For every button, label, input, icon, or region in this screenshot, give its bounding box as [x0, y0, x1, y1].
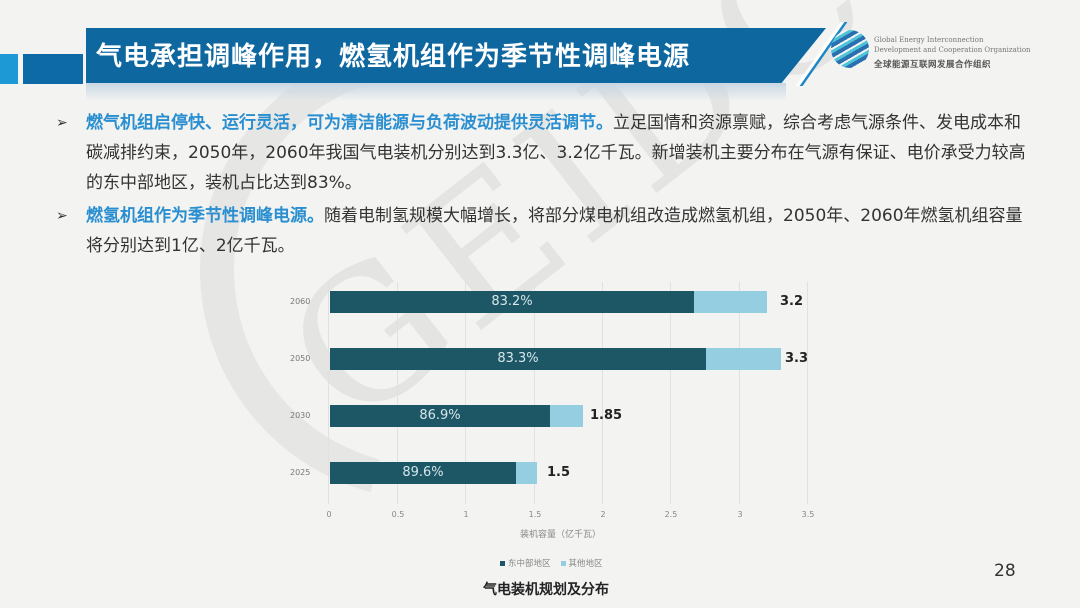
org-name-en-line2: Development and Cooperation Organization [874, 46, 1031, 54]
legend-label: 东中部地区 [508, 559, 551, 569]
bar-other [706, 348, 781, 370]
title-banner [86, 28, 826, 83]
bar-other [550, 405, 583, 427]
bullet-text: 立足国情和资源禀赋，综合考虑气源条件、发电成本和碳减排约束，2050年，2060… [86, 113, 1026, 193]
legend-item-other: 其他地区 [560, 557, 603, 569]
bar-total-label: 3.2 [780, 294, 804, 309]
page-title: 气电承担调峰作用，燃氢机组作为季节性调峰电源 [96, 42, 691, 72]
org-name-en: Global Energy Interconnection Developmen… [874, 35, 1031, 55]
bullet-item: ➢ 燃氢机组作为季节性调峰电源。随着电制氢规模大幅增长，将部分煤电机组改造成燃氢… [56, 201, 1036, 261]
arrow-bullet-icon: ➢ [56, 115, 68, 131]
bullet-list: ➢ 燃气机组启停快、运行灵活，可为清洁能源与负荷波动提供灵活调节。立足国情和资源… [56, 108, 1036, 264]
bar-east-central: 89.6% [330, 462, 516, 484]
legend-label: 其他地区 [568, 559, 603, 569]
org-name-cn: 全球能源互联网发展合作组织 [874, 60, 992, 70]
y-tick-label: 2060 [290, 297, 311, 306]
legend-swatch-icon [500, 561, 505, 566]
gridline [397, 282, 398, 504]
bullet-highlight: 燃氢机组作为季节性调峰电源。 [86, 206, 324, 226]
x-tick-label: 1 [463, 510, 469, 519]
gridline [807, 282, 808, 504]
bar-other [694, 291, 767, 313]
x-tick-label: 3.5 [801, 510, 815, 519]
x-tick-label: 1.5 [528, 510, 542, 519]
bullet-text: 随着电制氢规模大幅增长，将部分煤电机组改造成燃氢机组，2050年、2060年燃氢… [86, 206, 1023, 256]
bullet-highlight: 燃气机组启停快、运行灵活，可为清洁能源与负荷波动提供灵活调节。 [86, 113, 613, 133]
x-axis-label: 装机容量（亿千瓦） [520, 530, 602, 540]
bar-total-label: 3.3 [785, 351, 809, 366]
bar-other [516, 462, 537, 484]
title-banner-shadow [86, 83, 786, 101]
x-tick-label: 0 [326, 510, 332, 519]
gridline [534, 282, 535, 504]
x-tick-label: 2 [600, 510, 606, 519]
x-tick-label: 3 [737, 510, 743, 519]
y-tick-label: 2025 [290, 468, 311, 477]
bar-east-central: 83.3% [330, 348, 706, 370]
org-name-en-line1: Global Energy Interconnection [874, 36, 984, 44]
gridline [465, 282, 466, 504]
bar-total-label: 1.5 [547, 465, 571, 480]
gridline [602, 282, 603, 504]
bullet-item: ➢ 燃气机组启停快、运行灵活，可为清洁能源与负荷波动提供灵活调节。立足国情和资源… [56, 108, 1036, 198]
chart-caption: 气电装机规划及分布 [483, 582, 609, 598]
chart-legend: 东中部地区 其他地区 [500, 557, 603, 569]
globe-logo-icon [831, 30, 869, 68]
bar-east-central: 83.2% [330, 291, 694, 313]
header-accent-block-dark [23, 54, 83, 84]
page-number: 28 [994, 561, 1016, 581]
gridline [739, 282, 740, 504]
y-tick-label: 2030 [290, 411, 311, 420]
gridline [328, 282, 329, 504]
bar-total-label: 1.85 [590, 408, 623, 423]
y-tick-label: 2050 [290, 354, 311, 363]
legend-swatch-icon [560, 561, 566, 566]
x-tick-label: 2.5 [664, 510, 678, 519]
header-accent-block-light [0, 54, 18, 84]
x-tick-label: 0.5 [391, 510, 405, 519]
legend-item-east-central: 东中部地区 [500, 557, 551, 569]
gridline [670, 282, 671, 504]
arrow-bullet-icon: ➢ [56, 208, 68, 224]
bar-east-central: 86.9% [330, 405, 550, 427]
